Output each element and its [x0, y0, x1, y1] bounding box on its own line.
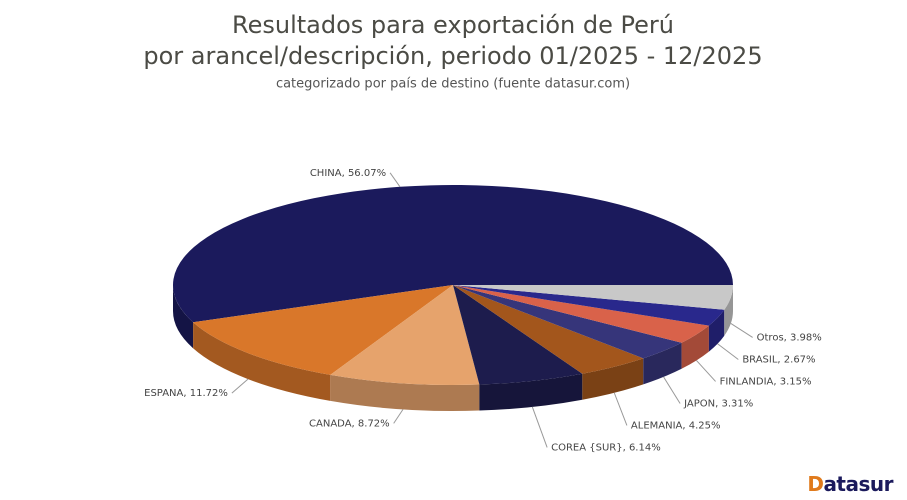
chart-title: por arancel/descripción, periodo 01/2025…	[143, 42, 762, 70]
leader-line	[393, 409, 404, 424]
slice	[453, 285, 644, 374]
chart-subtitle: categorizado por país de destino (fuente…	[276, 77, 630, 92]
data-label: COREA {SUR}, 6.14%	[551, 442, 661, 453]
slice-side	[724, 285, 733, 336]
slice	[453, 285, 733, 310]
data-label: CHINA, 56.07%	[310, 168, 386, 179]
leader-line	[717, 343, 739, 360]
slice	[453, 285, 709, 343]
data-label: FINLANDIA, 3.15%	[720, 376, 812, 387]
slice-side	[681, 325, 709, 369]
leader-line	[231, 378, 249, 394]
slice-side	[330, 374, 480, 412]
data-label: CANADA, 8.72%	[309, 418, 390, 429]
slice-side	[643, 342, 682, 385]
logo: Datasur	[807, 472, 893, 496]
slice	[173, 184, 734, 323]
chart-title: Resultados para exportación de Perú	[232, 11, 674, 39]
data-label: ALEMANIA, 4.25%	[631, 420, 721, 431]
slice-side	[708, 309, 725, 352]
slice	[453, 285, 583, 385]
leader-line	[696, 360, 716, 382]
leader-line	[613, 392, 628, 426]
slice	[453, 285, 682, 359]
slice	[193, 285, 453, 375]
leader-line	[730, 323, 753, 338]
slice-side	[582, 358, 644, 400]
leader-line	[531, 406, 548, 448]
data-label: BRASIL, 2.67%	[742, 354, 815, 365]
slice	[453, 285, 725, 326]
leader-line	[389, 172, 401, 188]
leader-line	[663, 376, 681, 404]
data-label: Otros, 3.98%	[757, 332, 822, 343]
data-label: ESPANA, 11.72%	[144, 388, 228, 399]
slice-side	[479, 373, 583, 411]
slice-side	[173, 285, 194, 349]
data-label: JAPON, 3.31%	[683, 398, 753, 409]
slice	[330, 285, 480, 385]
slice-side	[193, 322, 331, 401]
